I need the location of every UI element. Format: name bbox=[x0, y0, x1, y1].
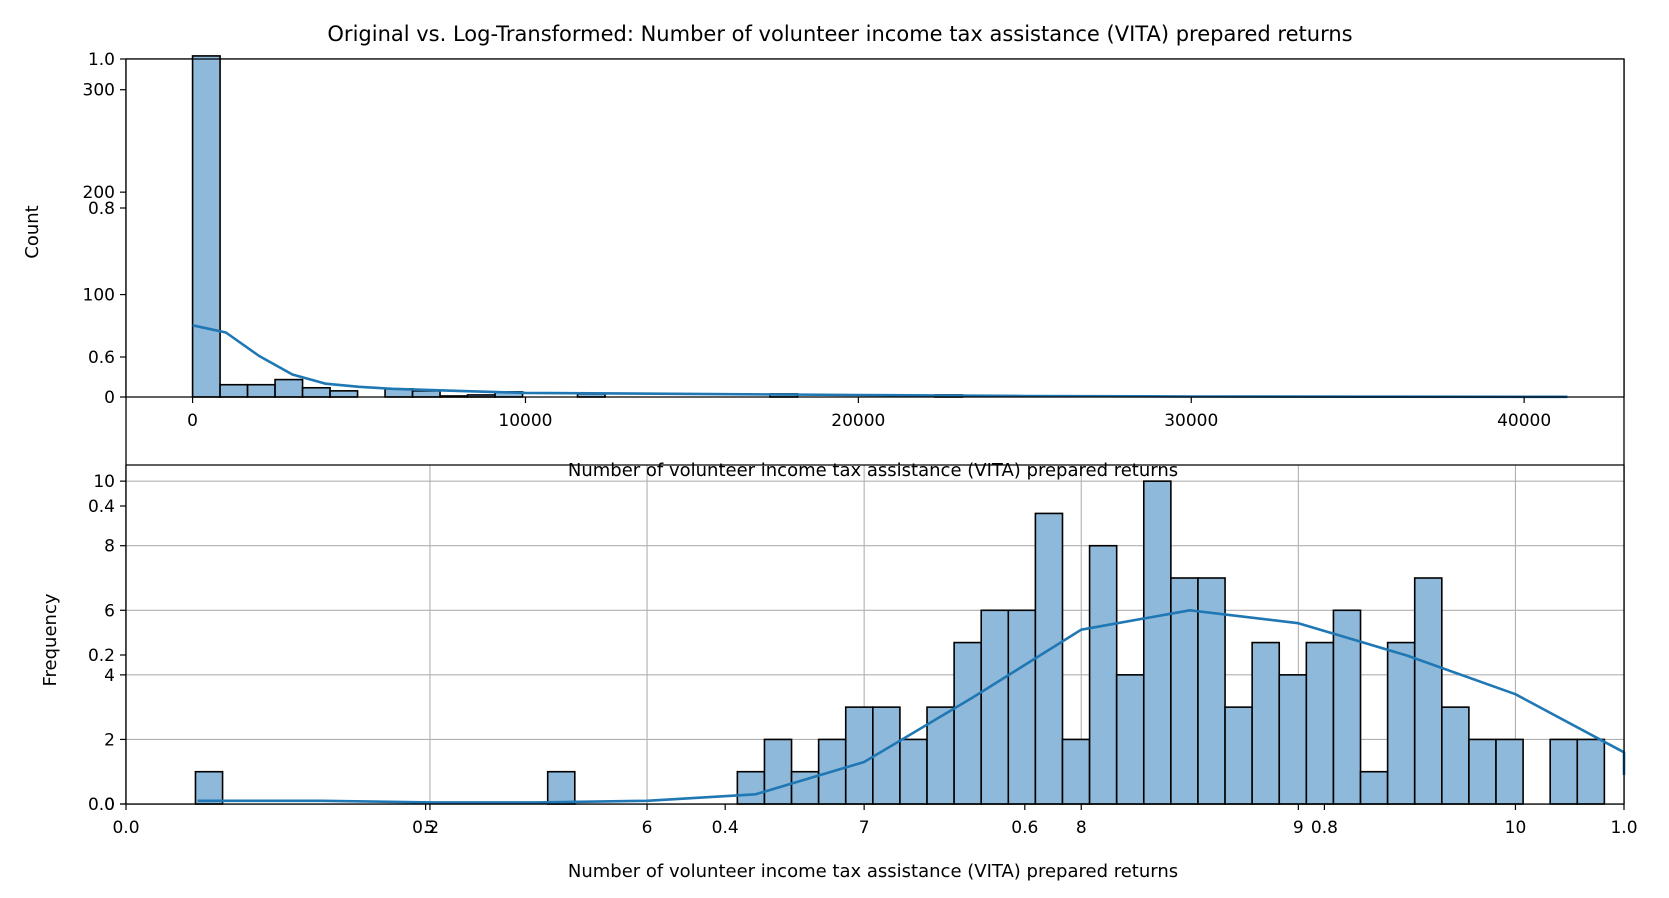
log-bar bbox=[1251, 641, 1281, 805]
log-bar bbox=[1088, 544, 1118, 805]
log-bar bbox=[899, 738, 928, 805]
original-bar bbox=[274, 378, 304, 398]
log-bar bbox=[980, 609, 1010, 805]
log-bar bbox=[194, 770, 224, 805]
log-x-tick-label: 9 bbox=[1293, 818, 1304, 838]
top-y-axis-label: Count bbox=[22, 205, 43, 258]
log-bar bbox=[1224, 706, 1253, 805]
bottom-y-axis-label: Frequency bbox=[40, 593, 61, 686]
original-x-tick-label: 0 bbox=[187, 411, 198, 431]
original-bar bbox=[219, 383, 249, 398]
log-histogram-axes: 5 6 7 8 9 10 0 2 4 6 8 10 bbox=[93, 464, 1626, 838]
original-bar bbox=[191, 55, 221, 398]
log-y-tick-label: 4 bbox=[104, 666, 115, 686]
log-bar bbox=[953, 641, 983, 805]
log-y-tick-label: 8 bbox=[104, 537, 115, 557]
log-bar bbox=[1441, 706, 1470, 805]
original-kde-line bbox=[192, 324, 1568, 399]
original-x-tick-label: 40000 bbox=[1497, 411, 1551, 431]
original-bar bbox=[246, 383, 276, 398]
original-plot-area bbox=[126, 59, 1624, 397]
log-bar bbox=[1034, 512, 1064, 805]
log-y-tick-label: 10 bbox=[93, 472, 115, 492]
log-kde-line bbox=[197, 609, 1626, 804]
log-bar bbox=[1332, 609, 1362, 805]
original-y-tick-label: 0 bbox=[104, 388, 115, 408]
log-bar bbox=[844, 706, 874, 805]
overlay-y-tick-label: 0.8 bbox=[88, 199, 115, 219]
overlay-y-tick-label: 0.4 bbox=[88, 497, 115, 517]
overlay-y-tick-label: 0.2 bbox=[88, 646, 115, 666]
log-y-tick-label: 6 bbox=[104, 601, 115, 621]
overlay-y-tick-label: 0.6 bbox=[88, 348, 115, 368]
log-bar bbox=[1468, 738, 1497, 805]
log-bar bbox=[1386, 641, 1416, 805]
original-y-tick-label: 300 bbox=[83, 81, 115, 101]
log-bar bbox=[1305, 641, 1335, 805]
log-bar bbox=[1061, 738, 1091, 805]
log-bar bbox=[1170, 577, 1199, 805]
original-bar bbox=[411, 390, 441, 398]
original-x-tick-label: 20000 bbox=[831, 411, 885, 431]
log-bar bbox=[1115, 674, 1145, 805]
log-y-tick-label: 2 bbox=[104, 730, 115, 750]
top-x-axis-label: Number of volunteer income tax assistanc… bbox=[568, 460, 1178, 481]
original-x-tick-label: 10000 bbox=[498, 411, 552, 431]
log-x-tick-label: 8 bbox=[1076, 818, 1087, 838]
log-bar bbox=[763, 738, 793, 805]
original-histogram-axes: 0 10000 20000 30000 40000 0 100 200 300 bbox=[83, 55, 1625, 431]
overlay-x-tick-label: 0.4 bbox=[712, 818, 739, 838]
log-bar bbox=[1359, 770, 1389, 805]
log-x-tick-label: 7 bbox=[859, 818, 870, 838]
log-bar bbox=[1142, 480, 1172, 805]
log-bar bbox=[1278, 674, 1308, 805]
log-bar bbox=[1576, 738, 1606, 805]
log-bar bbox=[1007, 609, 1037, 805]
log-bar bbox=[1549, 738, 1579, 805]
log-bar bbox=[1495, 738, 1524, 805]
chart-title: Original vs. Log-Transformed: Number of … bbox=[327, 22, 1352, 46]
chart-texts: Original vs. Log-Transformed: Number of … bbox=[22, 22, 1353, 882]
overlay-y-tick-label: 1.0 bbox=[88, 50, 115, 70]
original-bar bbox=[329, 390, 359, 398]
original-bar bbox=[301, 386, 331, 398]
original-x-tick-label: 30000 bbox=[1164, 411, 1218, 431]
log-bar bbox=[736, 770, 766, 805]
log-y-tick-label: 0 bbox=[104, 795, 115, 815]
overlay-x-tick-label: 1.0 bbox=[1610, 818, 1637, 838]
original-y-tick-label: 200 bbox=[83, 183, 115, 203]
overlay-x-tick-label: 0.2 bbox=[412, 818, 439, 838]
overlay-x-tick-label: 0.6 bbox=[1011, 818, 1038, 838]
original-y-tick-label: 100 bbox=[83, 286, 115, 306]
log-bar bbox=[546, 770, 576, 805]
log-x-tick-label: 5 bbox=[425, 818, 436, 838]
overlay-x-tick-label: 0.0 bbox=[112, 818, 139, 838]
log-x-tick-label: 6 bbox=[642, 818, 653, 838]
overlay-y-tick-label: 0.0 bbox=[88, 795, 115, 815]
log-bar bbox=[1413, 577, 1443, 805]
overlay-x-tick-label: 0.8 bbox=[1311, 818, 1338, 838]
log-x-tick-label: 10 bbox=[1505, 818, 1527, 838]
bottom-x-axis-label: Number of volunteer income tax assistanc… bbox=[568, 861, 1178, 882]
